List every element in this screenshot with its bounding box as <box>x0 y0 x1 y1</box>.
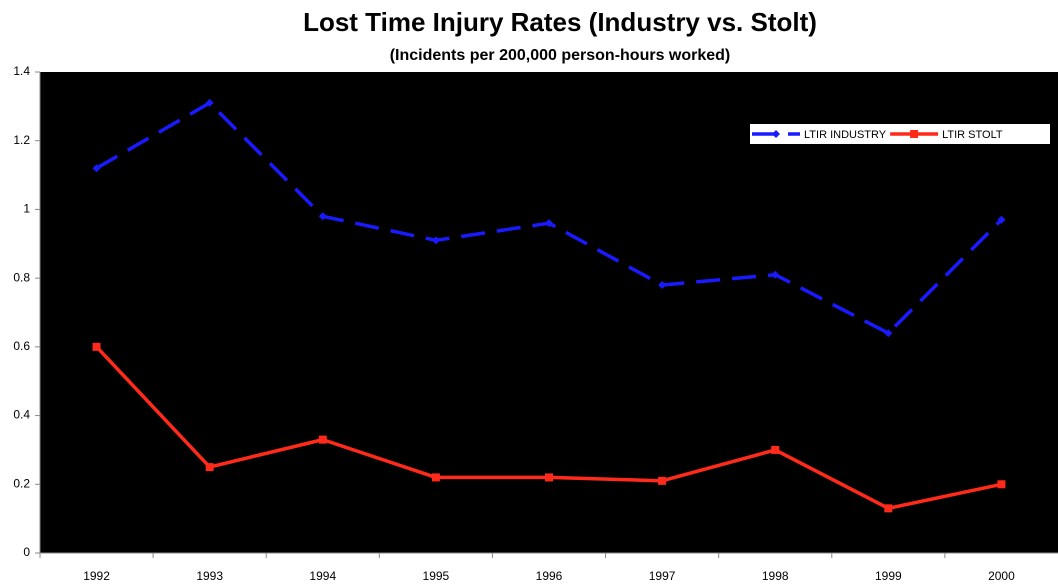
series-marker <box>884 329 893 338</box>
series-marker <box>771 270 780 279</box>
y-tick-label: 1.2 <box>13 133 30 147</box>
series-marker <box>318 435 327 444</box>
x-tick-label: 1999 <box>875 569 902 583</box>
series-marker <box>997 480 1006 489</box>
chart-title: Lost Time Injury Rates (Industry vs. Sto… <box>303 7 817 37</box>
series-marker <box>92 342 101 351</box>
series-marker <box>997 215 1006 224</box>
series-marker <box>771 445 780 454</box>
series-marker <box>205 463 214 472</box>
series-marker <box>658 281 667 290</box>
chart-subtitle: (Incidents per 200,000 person-hours work… <box>390 47 731 64</box>
y-tick-label: 0.4 <box>13 408 30 422</box>
y-tick-label: 0.8 <box>13 270 30 284</box>
x-tick-label: 1997 <box>649 569 676 583</box>
plot-area <box>40 72 1058 553</box>
y-tick-label: 0.2 <box>13 476 30 490</box>
x-tick-label: 1998 <box>762 569 789 583</box>
x-tick-label: 1994 <box>309 569 336 583</box>
x-tick-label: 1995 <box>423 569 450 583</box>
legend-label: LTIR INDUSTRY <box>804 129 887 141</box>
series-marker <box>884 504 893 513</box>
y-tick-label: 1.4 <box>13 64 30 78</box>
series-marker <box>318 212 327 221</box>
legend-label: LTIR STOLT <box>942 129 1003 141</box>
series-marker <box>545 219 553 228</box>
legend-marker <box>910 130 919 138</box>
x-tick-label: 1993 <box>196 569 223 583</box>
y-tick-label: 1 <box>23 202 30 216</box>
series-marker <box>205 98 214 107</box>
legend-marker <box>772 130 780 138</box>
series-marker <box>431 236 440 245</box>
series-marker <box>545 473 553 482</box>
y-tick-label: 0.6 <box>13 339 30 353</box>
series-marker <box>92 164 101 173</box>
y-tick-label: 0 <box>23 545 30 559</box>
x-tick-label: 1996 <box>536 569 563 583</box>
series-marker <box>431 473 440 482</box>
x-tick-label: 1992 <box>83 569 110 583</box>
x-tick-label: 2000 <box>988 569 1015 583</box>
series-marker <box>658 476 667 485</box>
